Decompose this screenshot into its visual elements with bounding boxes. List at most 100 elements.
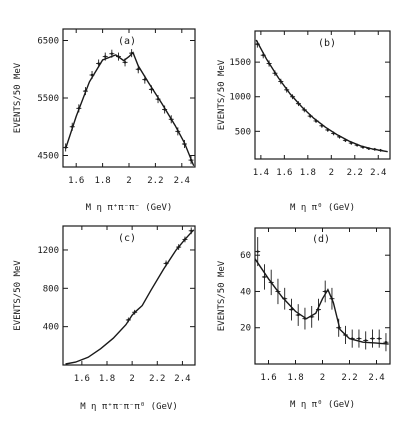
data-point (290, 94, 296, 100)
data-marker (256, 250, 259, 253)
data-point (168, 115, 174, 124)
data-marker (190, 229, 193, 232)
data-point (329, 287, 335, 310)
data-marker (317, 308, 320, 311)
data-marker (310, 315, 313, 319)
data-marker (267, 62, 271, 65)
x-tick-label: 2 (129, 374, 134, 384)
x-axis-label: M η π⁺π⁻π⁻π⁰ (GeV) (80, 402, 178, 412)
data-marker (337, 326, 340, 329)
x-tick-label: 2 (320, 373, 325, 383)
data-marker (279, 80, 283, 83)
panel-d: 1.6 1.8 2 2.2 2.4 20 40 60 (d) M η π⁰ (GeV) EVENTS… (217, 227, 391, 410)
x-tick-label: 2.2 (347, 168, 363, 178)
data-point (315, 298, 321, 321)
data-marker (177, 245, 180, 249)
x-tick-label: 1.8 (94, 176, 110, 186)
data-point (284, 87, 290, 93)
data-marker (104, 55, 107, 58)
data-marker (332, 132, 335, 135)
data-marker (117, 55, 120, 58)
x-tick-label: 2.4 (174, 374, 190, 384)
data-marker (378, 337, 381, 340)
data-marker (297, 313, 300, 317)
y-axis-label: EVENTS/50 MeV (217, 59, 227, 130)
data-marker (290, 308, 293, 311)
x-tick-label: 1.6 (74, 374, 90, 384)
data-marker (270, 281, 273, 284)
data-point (325, 128, 331, 132)
x-axis-label: M η π⁰ (GeV) (290, 400, 355, 410)
data-marker (379, 149, 382, 152)
x-tick-label: 1.8 (99, 374, 115, 384)
x-tick-label: 2 (329, 168, 334, 178)
y-tick-label: 40 (240, 287, 251, 297)
data-marker (326, 128, 329, 132)
data-marker (71, 125, 74, 128)
x-tick-label: 2.2 (147, 176, 163, 186)
fit-curve (65, 229, 195, 365)
data-point (349, 329, 355, 348)
panel-c: 1.6 1.8 2 2.2 2.4 400 800 1200 (c) M η π⁺π⁻π⁻π⁰ (… (13, 225, 196, 412)
data-marker (320, 124, 324, 127)
data-point (378, 148, 384, 152)
data-point (254, 40, 260, 48)
data-point (336, 318, 342, 337)
data-point (115, 52, 121, 61)
x-axis-label: M η π⁺π⁻π⁻ (GeV) (86, 203, 173, 213)
data-point (188, 227, 194, 235)
plot-frame (254, 227, 391, 365)
data-marker (384, 341, 388, 344)
data-point (162, 105, 168, 114)
data-point (266, 60, 272, 67)
data-point (182, 236, 188, 243)
x-tick-label: 1.8 (300, 168, 316, 178)
data-marker (176, 130, 180, 133)
data-marker (285, 88, 288, 92)
data-point (360, 145, 366, 149)
data-point (366, 147, 372, 151)
data-point (348, 141, 354, 145)
data-point (135, 65, 141, 74)
data-point (337, 135, 343, 139)
data-point (132, 309, 138, 315)
data-marker (357, 337, 361, 340)
data-marker (123, 61, 127, 64)
data-marker (164, 262, 168, 265)
data-marker (291, 95, 294, 98)
data-marker (344, 139, 347, 142)
data-point (163, 260, 169, 267)
data-marker (156, 97, 160, 101)
data-marker (330, 297, 334, 300)
x-tick-label: 2.2 (149, 374, 165, 384)
y-tick-label: 5500 (37, 94, 59, 104)
data-point (372, 147, 378, 151)
data-marker (314, 119, 318, 123)
data-marker (189, 158, 193, 162)
data-point (376, 329, 382, 348)
data-point (175, 127, 181, 136)
data-point (148, 85, 154, 94)
data-marker (355, 143, 359, 147)
data-marker (150, 88, 153, 91)
data-point (342, 138, 348, 143)
data-marker (283, 297, 286, 300)
data-marker (183, 142, 186, 146)
data-marker (350, 141, 353, 145)
data-point (188, 156, 194, 165)
data-point (76, 104, 82, 113)
data-marker (344, 333, 347, 337)
data-point (155, 95, 161, 104)
data-point (282, 287, 288, 310)
data-point (69, 122, 75, 131)
data-marker (170, 118, 173, 121)
y-tick-label: 1200 (37, 246, 59, 256)
data-marker (130, 51, 133, 55)
data-point (319, 123, 325, 128)
data-point (260, 52, 266, 59)
x-tick-label: 2.4 (370, 168, 386, 178)
data-point (342, 325, 348, 345)
data-marker (262, 54, 265, 57)
data-point (255, 237, 261, 267)
